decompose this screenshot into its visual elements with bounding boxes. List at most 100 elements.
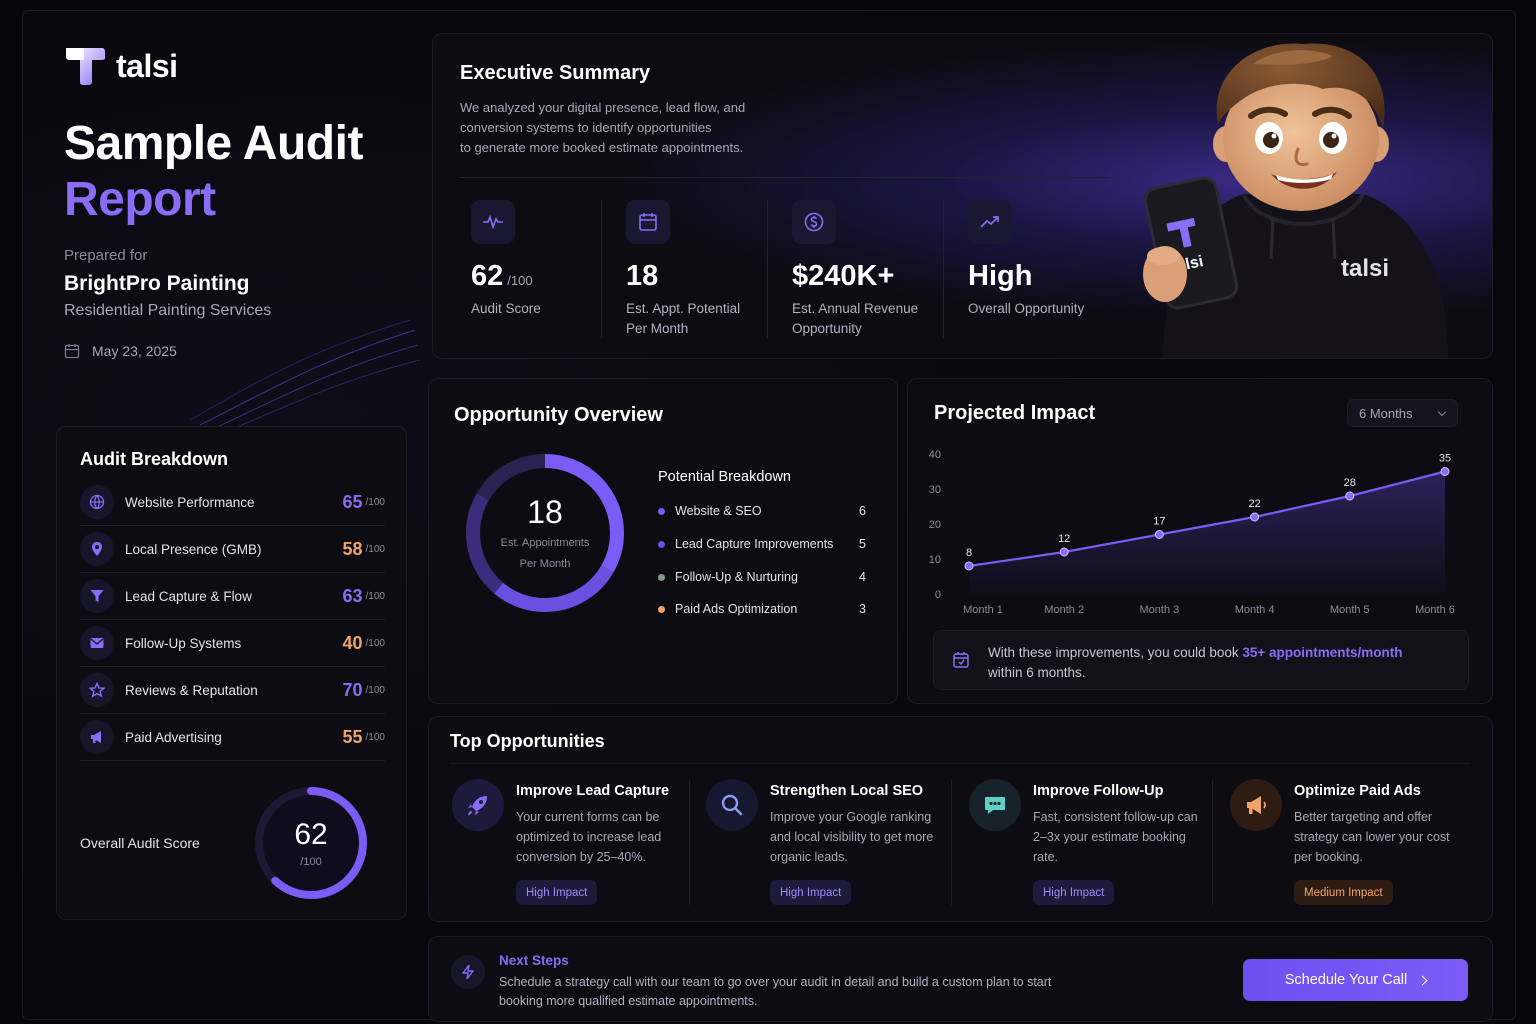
overall-score-arc	[255, 787, 367, 899]
impact-badge: High Impact	[1033, 880, 1115, 905]
audit-row-label: Local Presence (GMB)	[125, 541, 262, 557]
divider	[951, 779, 952, 905]
opportunity-desc: Fast, consistent follow-up can 2–3x your…	[1033, 810, 1198, 864]
brand-name: talsi	[116, 47, 178, 84]
star-icon	[80, 673, 114, 707]
report-date-text: May 23, 2025	[92, 343, 177, 359]
audit-row-website[interactable]: Website Performance 65 /100	[80, 479, 385, 526]
data-label: 8	[966, 547, 972, 559]
metric-value: $240K+	[792, 260, 895, 292]
audit-row-label: Follow-Up Systems	[125, 635, 242, 651]
brand-logo[interactable]: talsi	[64, 46, 178, 86]
pulse-icon	[471, 200, 515, 244]
audit-row-followup[interactable]: Follow-Up Systems 40 /100	[80, 620, 385, 667]
audit-row-paid[interactable]: Paid Advertising 55 /100	[80, 714, 385, 761]
map-pin-icon	[80, 532, 114, 566]
audit-row-score: 65	[342, 491, 363, 512]
trend-up-icon	[968, 200, 1012, 244]
metric-value: 18	[626, 260, 659, 292]
chart-point[interactable]	[1154, 530, 1164, 539]
chart-point[interactable]	[1250, 512, 1260, 522]
lightning-icon	[451, 955, 485, 989]
breakdown-label: Follow-Up & Nurturing	[675, 570, 798, 584]
range-select-value: 6 Months	[1359, 405, 1413, 421]
opportunity-title: Improve Lead Capture	[516, 783, 670, 799]
audit-row-label: Website Performance	[125, 494, 255, 510]
projected-impact-title: Projected Impact	[934, 402, 1096, 424]
breakdown-label: Website & SEO	[675, 504, 762, 518]
data-label: 35	[1439, 453, 1451, 465]
donut-segment	[466, 454, 624, 612]
y-tick-label: 0	[935, 589, 941, 601]
calendar-icon	[953, 652, 969, 668]
opportunity-desc: Your current forms can be optimized to i…	[516, 810, 662, 864]
audit-row-lead[interactable]: Lead Capture & Flow 63 /100	[80, 573, 385, 620]
potential-breakdown-title: Potential Breakdown	[658, 469, 791, 485]
legend-dot	[658, 540, 665, 548]
opportunity-title: Improve Follow-Up	[1033, 783, 1164, 799]
overall-score-value: 62	[294, 818, 328, 851]
audit-breakdown-title: Audit Breakdown	[80, 449, 229, 469]
audit-row-max: /100	[365, 590, 385, 602]
breakdown-value: 3	[859, 602, 866, 616]
talsi-logo-icon	[66, 48, 105, 85]
audit-row-score: 63	[342, 585, 363, 606]
metric-opportunity: High Overall Opportunity	[968, 200, 1084, 319]
dollar-icon	[792, 200, 836, 244]
metric-value: High	[968, 260, 1033, 292]
schedule-call-button[interactable]: Schedule Your Call	[1243, 959, 1468, 1001]
top-opportunities-title: Top Opportunities	[450, 731, 605, 751]
divider	[689, 779, 690, 905]
metric-audit-score: 62/100 Audit Score	[471, 200, 541, 319]
x-tick-label: Month 6	[1415, 604, 1455, 616]
opportunity-desc: Better targeting and offer strategy can …	[1294, 810, 1450, 864]
appointments-donut: 18 Est. Appointments Per Month	[463, 451, 627, 615]
audit-row-label: Lead Capture & Flow	[125, 588, 252, 604]
chart-point[interactable]	[1345, 491, 1355, 501]
projected-impact-card: Projected Impact 6 Months 0 10 20 30 40 8 Mont…	[907, 378, 1493, 704]
hoodie-text: talsi	[1341, 255, 1389, 282]
chart-point[interactable]	[964, 561, 974, 571]
mascot-illustration: talsi talsi	[1143, 43, 1448, 358]
breakdown-row: Paid Ads Optimization 3	[658, 602, 866, 616]
projected-impact-chart: 0 10 20 30 40 8 Month 1 12 Month 2 17 Month 3 22 Mon…	[929, 449, 1455, 616]
top-opportunities-card: Top Opportunities Improve Lead Capture Y…	[428, 716, 1493, 922]
breakdown-label: Lead Capture Improvements	[675, 537, 834, 551]
metric-label: Per Month	[626, 321, 689, 336]
note-text: within 6 months.	[988, 665, 1086, 680]
range-select[interactable]: 6 Months	[1347, 399, 1458, 427]
desc-line: conversion systems to identify opportuni…	[460, 120, 712, 135]
legend-dot	[658, 573, 665, 581]
overall-score-max: /100	[300, 856, 322, 868]
audit-row-max: /100	[365, 496, 385, 508]
metric-revenue: $240K+ Est. Annual Revenue Opportunity	[792, 200, 918, 339]
audit-row-local[interactable]: Local Presence (GMB) 58 /100	[80, 526, 385, 573]
y-tick-label: 20	[929, 519, 941, 531]
mail-icon	[80, 626, 114, 660]
audit-row-reviews[interactable]: Reviews & Reputation 70 /100	[80, 667, 385, 714]
breakdown-value: 5	[859, 537, 866, 551]
data-label: 17	[1153, 516, 1165, 528]
opportunity-overview-card: Opportunity Overview 18 Est. Appointment…	[428, 378, 898, 704]
breakdown-value: 4	[859, 570, 866, 584]
impact-badge: High Impact	[770, 880, 852, 905]
legend-dot	[658, 605, 665, 613]
chart-point[interactable]	[1440, 467, 1450, 476]
y-tick-label: 10	[929, 554, 941, 566]
chart-point[interactable]	[1059, 547, 1069, 557]
metric-label: Opportunity	[792, 321, 862, 336]
divider	[460, 177, 1110, 178]
note-text: With these improvements, you could book	[988, 645, 1239, 660]
page-title: Sample Audit	[64, 117, 363, 170]
funnel-icon	[80, 579, 114, 613]
donut-label: Per Month	[519, 557, 571, 570]
projection-note: With these improvements, you could book …	[933, 630, 1469, 690]
breakdown-row: Website & SEO 6	[658, 504, 866, 518]
breakdown-row: Follow-Up & Nurturing 4	[658, 570, 866, 584]
audit-row-max: /100	[365, 543, 385, 555]
divider	[767, 200, 768, 338]
divider	[601, 200, 602, 338]
calendar-icon	[626, 200, 670, 244]
opportunity-title: Optimize Paid Ads	[1294, 783, 1421, 799]
megaphone-icon	[1230, 779, 1282, 831]
